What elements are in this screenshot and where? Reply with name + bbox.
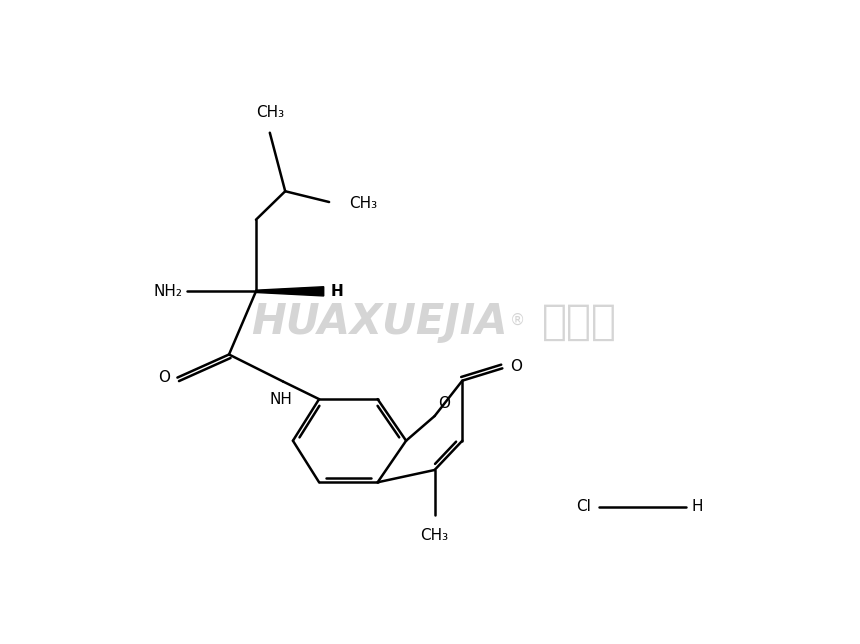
Text: Cl: Cl — [576, 500, 591, 515]
Text: O: O — [510, 359, 522, 374]
Polygon shape — [256, 287, 323, 296]
Text: NH: NH — [270, 392, 292, 407]
Text: NH₂: NH₂ — [154, 284, 183, 299]
Text: CH₃: CH₃ — [255, 106, 284, 120]
Text: HUAXUEJIA: HUAXUEJIA — [251, 301, 507, 343]
Text: H: H — [691, 500, 703, 515]
Text: 化学加: 化学加 — [542, 301, 617, 343]
Text: H: H — [330, 284, 343, 299]
Text: CH₃: CH₃ — [421, 527, 449, 543]
Text: CH₃: CH₃ — [349, 196, 378, 211]
Text: O: O — [439, 396, 451, 412]
Text: O: O — [157, 370, 169, 385]
Text: ®: ® — [510, 313, 525, 328]
